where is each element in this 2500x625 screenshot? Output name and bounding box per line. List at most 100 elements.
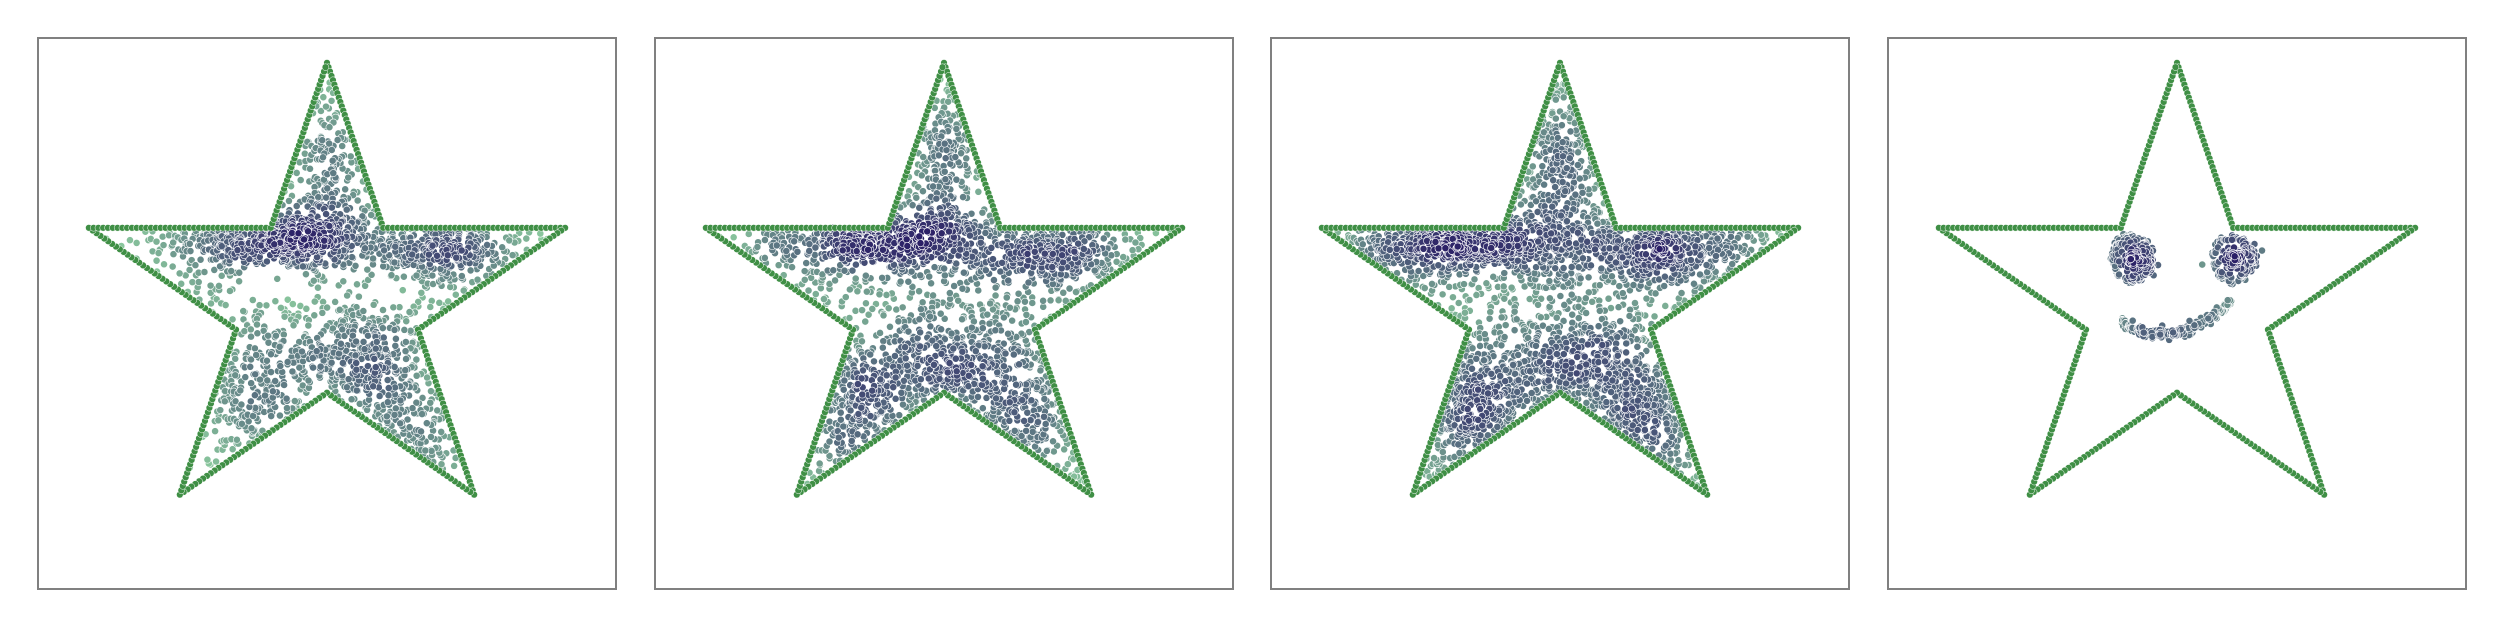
interior-point (866, 412, 875, 420)
interior-point (282, 394, 291, 403)
interior-point (878, 273, 887, 282)
interior-point (217, 242, 226, 251)
interior-point (363, 265, 372, 274)
interior-point (314, 283, 322, 292)
interior-point (312, 347, 321, 355)
interior-point (852, 260, 860, 269)
interior-point (433, 251, 441, 260)
interior-point (263, 356, 271, 365)
interior-point (320, 236, 329, 245)
interior-point (772, 241, 781, 250)
interior-point (841, 293, 850, 301)
interior-point (832, 230, 841, 238)
interior-point (227, 267, 236, 275)
interior-point (937, 221, 946, 230)
interior-point (945, 227, 953, 236)
interior-point (1030, 247, 1039, 256)
interior-points (102, 78, 552, 481)
interior-point (283, 295, 292, 304)
interior-point (964, 382, 973, 391)
interior-point (346, 152, 355, 161)
interior-point (400, 326, 409, 334)
interior-point (1034, 418, 1042, 426)
interior-point (913, 362, 922, 370)
interior-point (1012, 380, 1020, 389)
interior-point (945, 359, 954, 367)
interior-point (760, 254, 769, 262)
interior-point (310, 297, 319, 306)
interior-point (976, 238, 985, 247)
interior-point (853, 287, 862, 296)
interior-point (152, 256, 161, 265)
interior-point (870, 357, 878, 366)
interior-point (325, 222, 334, 230)
interior-point (894, 317, 903, 326)
interior-point (246, 362, 255, 371)
interior-point (861, 271, 870, 280)
interior-point (802, 259, 811, 267)
interior-point (358, 212, 367, 221)
interior-point (391, 341, 400, 350)
interior-point (915, 287, 923, 296)
interior-point (882, 291, 891, 299)
interior-point (283, 404, 291, 412)
interior-point (858, 390, 867, 399)
interior-point (1022, 426, 1031, 435)
interior-point (1070, 247, 1079, 256)
interior-point (916, 328, 925, 337)
interior-point (375, 392, 384, 400)
interior-point (370, 354, 379, 363)
interior-point (1023, 250, 1032, 258)
interior-point (425, 250, 433, 259)
interior-point (1028, 299, 1037, 307)
interior-point (322, 102, 330, 111)
interior-point (916, 375, 925, 384)
interior-point (899, 400, 907, 409)
interior-point (901, 354, 910, 363)
interior-point (978, 404, 987, 413)
interior-point (935, 374, 944, 383)
interior-point (923, 227, 932, 236)
interior-point (369, 382, 378, 391)
interior-point (343, 383, 351, 392)
interior-point (251, 391, 259, 400)
interior-point (319, 153, 327, 162)
interior-point (753, 243, 762, 251)
interior-point (280, 381, 288, 389)
interior-point (858, 306, 866, 314)
interior-point (942, 146, 951, 154)
interior-point (908, 282, 917, 291)
interior-point (228, 315, 237, 324)
interior-point (264, 331, 272, 340)
interior-point (1015, 360, 1023, 369)
interior-point (952, 367, 961, 376)
interior-point (891, 373, 900, 382)
interior-point (825, 280, 834, 288)
scatter-panel-2 (654, 37, 1234, 590)
interior-point (1041, 420, 1050, 428)
interior-point (233, 435, 241, 444)
interior-point (800, 267, 809, 275)
interior-point (412, 355, 421, 364)
interior-point (169, 250, 178, 259)
interior-point (412, 398, 421, 407)
interior-point (1020, 417, 1029, 425)
interior-point (993, 346, 1002, 355)
interior-point (891, 352, 899, 360)
interior-point (186, 247, 195, 255)
interior-point (235, 277, 243, 286)
interior-point (903, 361, 911, 370)
interior-point (1049, 447, 1058, 456)
interior-point (1046, 296, 1055, 305)
interior-point (169, 238, 178, 247)
interior-point (331, 298, 340, 306)
interior-point (944, 97, 953, 106)
interior-point (940, 264, 948, 273)
interior-point (333, 136, 342, 144)
interior-point (1004, 276, 1013, 285)
interior-point (247, 424, 256, 433)
interior-point (267, 412, 276, 420)
interior-point (421, 446, 430, 455)
interior-point (1121, 235, 1130, 244)
